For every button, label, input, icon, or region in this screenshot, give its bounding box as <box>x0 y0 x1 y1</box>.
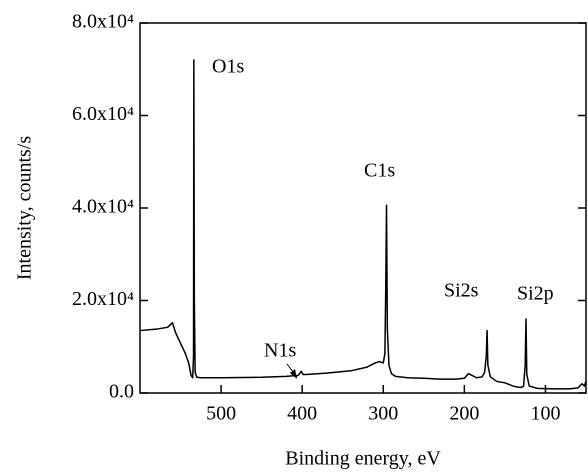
y-tick-label: 0.0 <box>109 381 134 403</box>
x-tick-label: 200 <box>449 403 479 425</box>
x-axis-label: Binding energy, eV <box>285 448 441 470</box>
y-tick-label: 8.0x10⁴ <box>72 11 134 33</box>
y-axis-label: Intensity, counts/s <box>14 136 36 280</box>
y-tick-label: 4.0x10⁴ <box>72 196 134 218</box>
x-tick-label: 400 <box>287 403 317 425</box>
peak-label: N1s <box>264 340 296 362</box>
y-tick-label: 6.0x10⁴ <box>72 103 134 125</box>
peak-label: Si2p <box>517 283 554 305</box>
x-tick-label: 300 <box>368 403 398 425</box>
plot-frame <box>139 22 587 394</box>
spectrum-line <box>139 59 587 390</box>
peak-label: C1s <box>364 160 395 182</box>
annotation-arrowhead <box>290 369 297 379</box>
x-tick-label: 500 <box>206 403 236 425</box>
peak-label: Si2s <box>444 280 479 302</box>
y-tick-label: 2.0x10⁴ <box>72 288 134 310</box>
peak-label: O1s <box>212 56 244 78</box>
x-tick-label: 100 <box>530 403 560 425</box>
